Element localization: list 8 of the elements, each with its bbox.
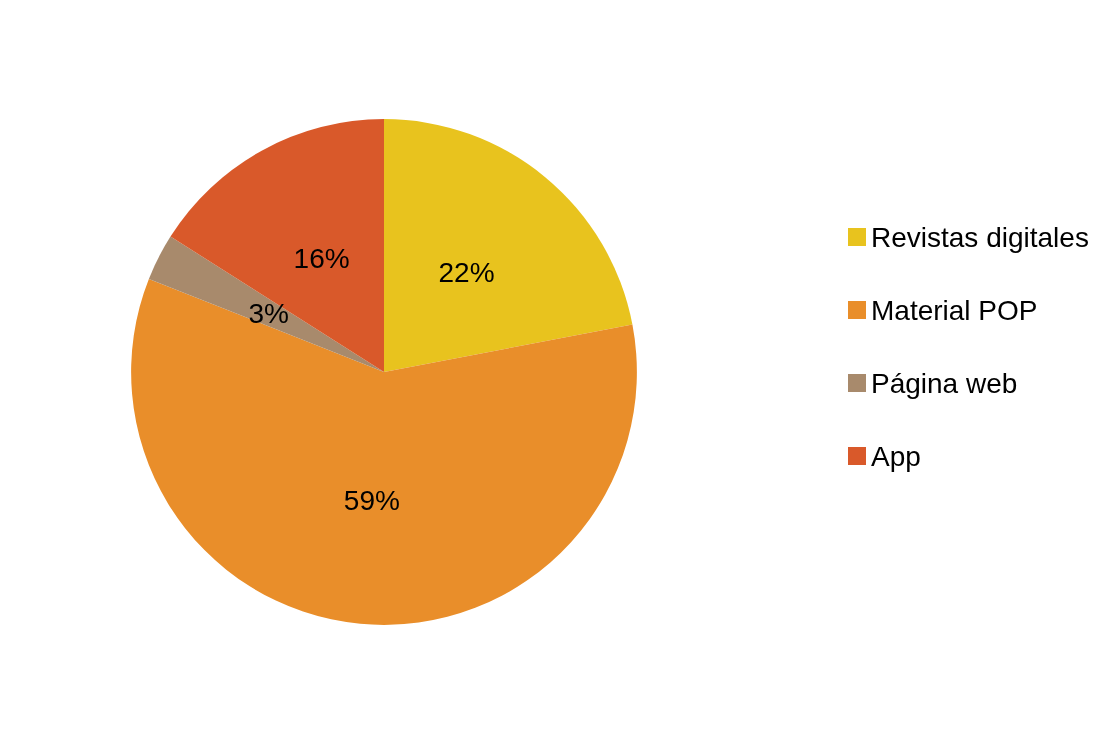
legend-label: App [871, 440, 921, 472]
data-label: 16% [293, 243, 350, 275]
legend-label: Página web [871, 367, 1018, 399]
data-label: 3% [248, 297, 289, 329]
data-label: 59% [343, 485, 400, 517]
data-label: 22% [438, 256, 495, 288]
legend-label: Revistas digitales [871, 221, 1089, 253]
legend-label: Material POP [871, 294, 1038, 326]
